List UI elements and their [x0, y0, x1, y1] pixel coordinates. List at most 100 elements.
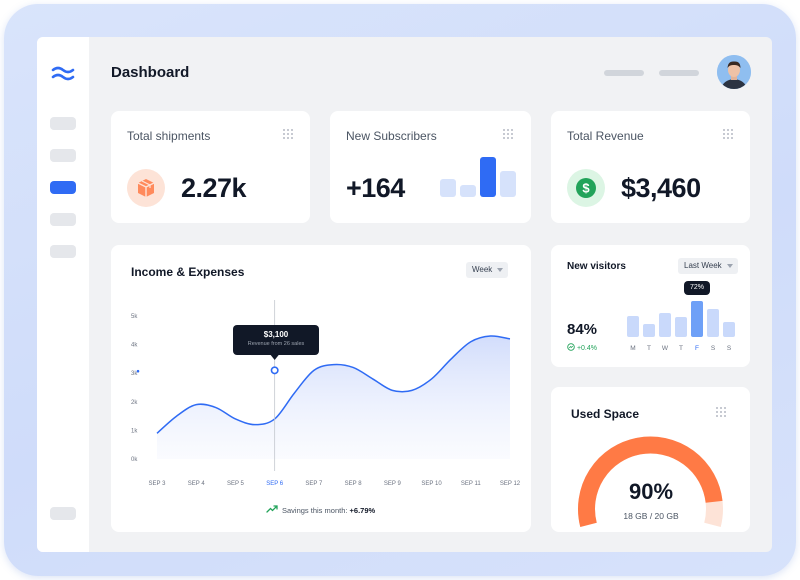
more-grid-icon[interactable]: [283, 129, 295, 141]
space-gauge: [578, 436, 723, 528]
dashboard-screen: Dashboard Total shipments: [37, 37, 772, 552]
card-income-expenses: Income & Expenses Week 0k 1k 2k 3k 4k 5k SEP 3…: [111, 245, 531, 532]
trend-up-icon: [266, 505, 278, 513]
sidebar-item-bottom[interactable]: [50, 507, 76, 520]
avatar-person-icon: [717, 55, 751, 89]
y-tick-label: 5k: [131, 314, 138, 320]
tooltip-caption: Revenue from 26 sales: [247, 341, 305, 347]
card-new-subscribers: New Subscribers +164: [330, 111, 531, 223]
tablet-frame: Dashboard Total shipments: [4, 4, 796, 576]
visitors-title: New visitors: [567, 261, 626, 272]
visitors-day-label: S: [710, 345, 716, 352]
visitors-bar[interactable]: [707, 309, 719, 337]
visitors-range-select[interactable]: Last Week: [678, 258, 738, 274]
visitors-peak-badge: 72%: [684, 281, 710, 295]
space-title: Used Space: [571, 407, 640, 421]
y-tick-label: 3k: [131, 371, 138, 377]
package-icon-circle: [127, 169, 165, 207]
revenue-value: $3,460: [621, 173, 701, 203]
sidebar-item-4[interactable]: [50, 213, 76, 226]
savings-value: +6.79%: [349, 506, 376, 515]
visitors-day-label: M: [630, 345, 636, 352]
highlight-point[interactable]: [270, 366, 279, 375]
savings-label: Savings this month:: [282, 506, 348, 515]
subscribers-bar: [440, 179, 456, 197]
visitors-bar[interactable]: [723, 322, 735, 337]
subscribers-mini-chart: [440, 157, 516, 197]
package-icon: [137, 179, 155, 197]
y-tick-label: 0k: [131, 457, 138, 463]
visitors-day-label: F: [695, 345, 699, 352]
x-tick-label: SEP 10: [421, 481, 442, 487]
visitors-value: 84%: [567, 321, 598, 338]
x-tick-label: SEP 6: [266, 481, 284, 487]
sidebar-item-2[interactable]: [50, 149, 76, 162]
chevron-down-icon: [497, 268, 504, 272]
visitors-delta: +0.4%: [567, 343, 597, 352]
x-tick-label: SEP 3: [149, 481, 167, 487]
income-title: Income & Expenses: [131, 265, 245, 279]
sidebar-item-3-active[interactable]: [50, 181, 76, 194]
card-label: New Subscribers: [346, 129, 437, 143]
card-used-space: Used Space 90% 18 GB / 20 GB: [551, 387, 750, 532]
subscribers-bar: [500, 171, 516, 197]
visitors-bar-chart: [627, 297, 739, 337]
axis-marker-dot: [136, 369, 140, 373]
header-placeholder-1[interactable]: [604, 70, 644, 76]
chart-tooltip: $3,100 Revenue from 26 sales: [233, 325, 319, 355]
trend-up-circle-icon: [567, 343, 575, 351]
income-range-select[interactable]: Week: [466, 262, 509, 278]
sidebar-item-5[interactable]: [50, 245, 76, 258]
dollar-icon-circle: $: [567, 169, 605, 207]
visitors-peak-label: 72%: [689, 284, 704, 291]
sidebar-item-1[interactable]: [50, 117, 76, 130]
header-placeholder-2[interactable]: [659, 70, 699, 76]
gauge-fill: [578, 436, 723, 528]
space-percent: 90%: [628, 479, 674, 504]
visitors-bar[interactable]: [691, 301, 703, 337]
income-line: [156, 335, 511, 434]
more-grid-icon[interactable]: [723, 129, 735, 141]
savings-text: Savings this month: +6.79%: [282, 506, 375, 515]
card-label: Total Revenue: [567, 129, 644, 143]
x-tick-label: SEP 7: [305, 481, 323, 487]
chevron-down-icon: [726, 264, 733, 268]
x-tick-label: SEP 12: [500, 481, 521, 487]
logo-icon: [51, 66, 75, 81]
card-new-visitors: New visitors Last Week 84% +0.4% 72% M T W…: [551, 245, 750, 367]
visitors-day-label: T: [679, 345, 683, 352]
visitors-bar[interactable]: [659, 313, 671, 337]
x-tick-label: SEP 4: [188, 481, 206, 487]
x-tick-label: SEP 11: [461, 481, 481, 487]
income-chart: 0k 1k 2k 3k 4k 5k SEP 3 SEP 4 SEP 5 SEP 6 SEP 7 SEP…: [131, 300, 521, 487]
visitors-day-label: T: [647, 345, 651, 352]
income-area-fill: [157, 335, 510, 459]
more-grid-icon[interactable]: [503, 129, 515, 141]
card-total-shipments: Total shipments 2.27k: [111, 111, 310, 223]
visitors-bar[interactable]: [675, 317, 687, 337]
avatar[interactable]: [717, 55, 751, 89]
visitors-bar[interactable]: [627, 316, 639, 337]
subscribers-value: +164: [346, 173, 405, 203]
y-tick-label: 2k: [131, 400, 138, 406]
visitors-delta-value: +0.4%: [576, 345, 597, 352]
visitors-day-label: W: [661, 345, 669, 352]
card-total-revenue: Total Revenue $ $3,460: [551, 111, 750, 223]
subscribers-bar: [480, 157, 496, 197]
svg-text:$: $: [582, 181, 590, 196]
tooltip-value: $3,100: [263, 330, 289, 339]
visitors-bar[interactable]: [643, 324, 655, 337]
income-range-value: Week: [472, 265, 493, 274]
dollar-icon: $: [576, 178, 596, 198]
page-title: Dashboard: [111, 64, 190, 81]
shipments-value: 2.27k: [181, 173, 247, 203]
more-grid-icon[interactable]: [716, 407, 728, 419]
subscribers-bar: [460, 185, 476, 197]
card-label: Total shipments: [127, 129, 211, 143]
y-tick-label: 4k: [131, 343, 138, 349]
x-tick-label: SEP 5: [227, 481, 245, 487]
sidebar: [37, 37, 89, 552]
visitors-day-label: S: [726, 345, 732, 352]
x-tick-label: SEP 9: [384, 481, 402, 487]
